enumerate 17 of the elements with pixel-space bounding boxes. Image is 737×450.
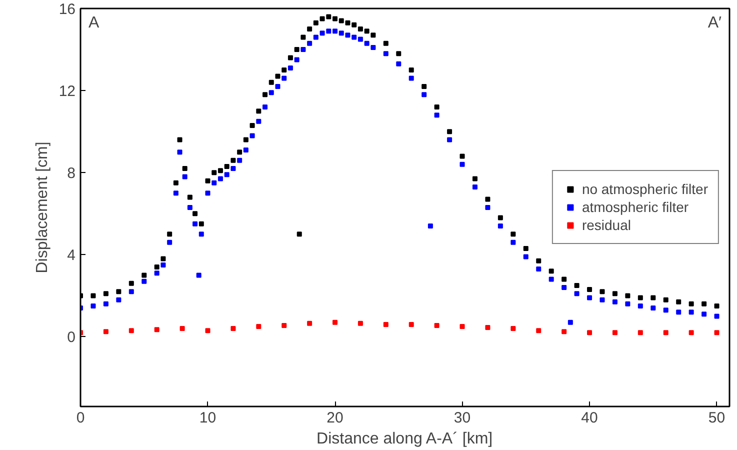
legend-label: residual <box>582 217 631 233</box>
legend-label: atmospheric filter <box>582 199 689 215</box>
x-tick-label: 30 <box>454 410 471 426</box>
x-tick-label: 10 <box>199 410 216 426</box>
annotation: A <box>88 14 100 32</box>
y-axis-title: Displacement [cm] <box>34 142 51 274</box>
x-axis-title: Distance along A-A´ [km] <box>316 430 493 448</box>
y-tick-label: 0 <box>67 329 76 346</box>
y-tick-label: 4 <box>67 247 76 264</box>
y-tick-label: 12 <box>58 83 76 100</box>
annotation: A′ <box>708 14 722 32</box>
y-tick-label: 8 <box>67 165 76 182</box>
x-tick-label: 20 <box>326 410 344 426</box>
y-tick-label: 16 <box>58 1 76 18</box>
x-tick-label: 40 <box>581 410 598 426</box>
legend-label: no atmospheric filter <box>582 181 708 197</box>
x-tick-label: 50 <box>708 410 726 426</box>
